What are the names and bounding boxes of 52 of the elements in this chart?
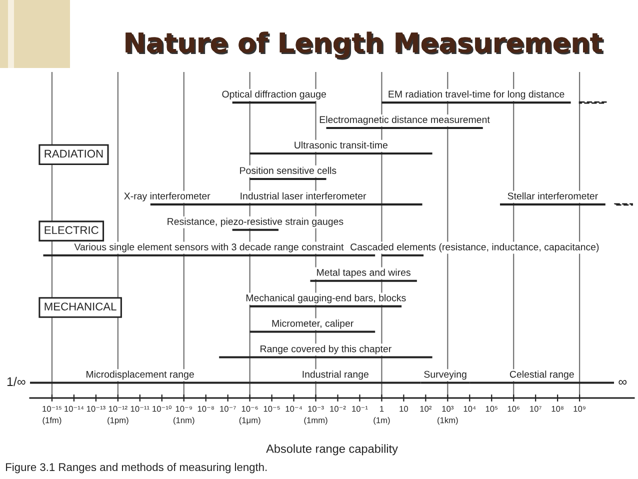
series-label: Stellar interferometer: [508, 192, 598, 200]
series-label: EM radiation travel-time for long distance: [388, 90, 564, 100]
series-label: Metal tapes and wires: [317, 268, 410, 278]
x-tick-label: 10⁻¹: [352, 406, 368, 412]
caption: Figure 3.1 Ranges and methods of measuring length.: [6, 462, 267, 474]
x-tick-label: 10⁻⁴: [286, 406, 302, 412]
x-tick-label: 10³ (1km): [438, 406, 458, 425]
series-label: Celestial range: [510, 370, 574, 380]
x-tick-label: 10⁻³ (1mm): [304, 406, 328, 425]
series-label: X-ray interferometer: [124, 192, 210, 202]
annotation: 1/∞: [7, 376, 26, 386]
x-tick-label: 10⁻¹¹: [130, 406, 150, 412]
x-tick-label: 10⁸: [552, 406, 564, 412]
series-label: Ultrasonic transit-time: [294, 141, 388, 149]
x-tick-label: 10⁻¹⁴: [64, 406, 84, 412]
chart-title: Nature of Length Measurement: [126, 32, 604, 60]
x-tick-label: 10⁻¹² (1pm): [108, 406, 128, 425]
x-tick-label: 10⁵: [486, 406, 498, 412]
x-tick-label: 10⁻⁹ (1nm): [174, 406, 194, 425]
series-label: Various single element sensors with 3 decade range constraint: [74, 243, 344, 252]
x-tick-label: 10⁻⁸: [198, 406, 214, 412]
series-label: Micrometer, caliper: [272, 320, 354, 329]
x-axis-title: Absolute range capability: [266, 444, 398, 456]
series-label: Position sensitive cells: [240, 166, 336, 174]
x-tick-label: 10⁷: [530, 406, 542, 412]
series-label: Mechanical gauging-end bars, blocks: [246, 294, 406, 304]
x-tick-label: 10⁻⁷: [220, 406, 236, 412]
series-label: Surveying: [424, 370, 466, 380]
series-label: Industrial laser interferometer: [240, 192, 366, 200]
x-tick-label: 10⁻⁵: [264, 406, 280, 412]
series-label: Optical diffraction gauge: [222, 90, 326, 100]
x-tick-label: 10⁻¹⁰: [152, 405, 172, 412]
x-tick-label: 1 (1m): [374, 406, 390, 425]
series-label: Microdisplacement range: [86, 370, 194, 380]
series-label: Industrial range: [302, 370, 368, 380]
x-tick-label: 10⁹: [574, 406, 586, 412]
y-tick-label: RADIATION: [44, 150, 103, 158]
annotation: ∞: [618, 380, 627, 385]
series-label: Resistance, piezo-resistive strain gauges: [168, 218, 344, 227]
y-tick-label: MECHANICAL: [44, 302, 116, 310]
x-tick-label: 10²: [420, 406, 432, 412]
series-label: Range covered by this chapter: [260, 345, 392, 354]
y-tick-label: ELECTRIC: [44, 226, 98, 234]
x-tick-label: 10⁻¹⁵ (1fm): [42, 406, 62, 425]
x-tick-label: 10: [400, 406, 408, 412]
text: Cascaded elements (resistance, inductance, capacitance): [350, 243, 599, 252]
x-tick-label: 10⁻²: [330, 406, 346, 412]
series-label: Electromagnetic distance measurement: [320, 116, 490, 125]
x-tick-label: 10⁻⁶ (1μm): [239, 406, 260, 425]
x-tick-label: 10⁻¹³: [86, 406, 106, 412]
x-tick-label: 10⁴: [464, 406, 476, 412]
x-tick-label: 10⁶: [508, 406, 520, 412]
